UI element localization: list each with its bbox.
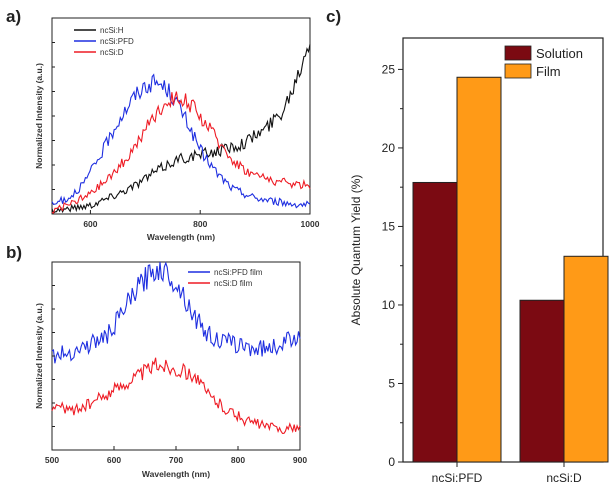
chart-c-ytick-label: 0 [388, 455, 395, 469]
chart-a-ylabel: Normalized Intensity (a.u.) [34, 63, 44, 169]
chart-c-ytick-label: 5 [388, 376, 395, 390]
panel-label-c: c) [326, 7, 341, 26]
chart-b-xticks: 500 600 700 800 900 [45, 285, 307, 465]
chart-c-legend: Solution Film [504, 45, 583, 79]
chart-c-ytick-label: 25 [382, 62, 396, 76]
chart-b-series-line-2 [51, 357, 301, 434]
chart-c-legend-label: Film [536, 64, 561, 79]
chart-c-ytick-label: 10 [382, 298, 396, 312]
chart-b-xlabel: Wavelength (nm) [142, 469, 210, 479]
chart-b-series [51, 261, 301, 434]
chart-b-legend-label: ncSi:D film [214, 279, 253, 288]
chart-b-xtick-label: 800 [231, 455, 245, 465]
chart-a-legend-label: ncSi:PFD [100, 37, 134, 46]
chart-b-xtick-label: 700 [169, 455, 183, 465]
chart-b-series-line-1 [51, 261, 301, 364]
chart-c-ytick-label: 20 [382, 141, 396, 155]
chart-a-series-line-3 [51, 91, 311, 214]
chart-c-frame [402, 37, 604, 463]
chart-b-xtick-label: 500 [45, 455, 59, 465]
chart-a-series-line-1 [51, 44, 311, 215]
chart-c-yticks: 0 5 10 15 20 25 [382, 62, 403, 469]
chart-a: 600 800 1000 Wavelength (nm) Normalized In… [34, 17, 320, 242]
chart-c-bars [412, 76, 609, 463]
chart-b-legend-label: ncSi:PFD film [214, 268, 263, 277]
chart-c-ylabel: Absolute Quantum Yield (%) [349, 175, 363, 326]
bar-film-1 [456, 76, 502, 463]
chart-a-series-line-2 [51, 73, 311, 209]
chart-a-xtick-label: 600 [83, 219, 97, 229]
chart-c-legend-swatch [504, 63, 532, 79]
chart-c: 0 5 10 15 20 25 ncSi:PFD ncSi:D Absolute Quant… [349, 37, 609, 485]
chart-a-legend-label: ncSi:D [100, 48, 124, 57]
chart-b-ylabel: Normalized Intensity (a.u.) [34, 303, 44, 409]
chart-c-xtick-label: ncSi:PFD [432, 471, 483, 485]
chart-a-xtick-label: 1000 [301, 219, 320, 229]
chart-a-xticks: 600 800 1000 [52, 42, 320, 229]
bar-film-2 [563, 255, 609, 463]
chart-b: 500 600 700 800 900 Wavelength (nm) Normaliz… [34, 261, 307, 479]
chart-c-ytick-label: 15 [382, 219, 396, 233]
chart-c-xtick-label: ncSi:D [546, 471, 582, 485]
chart-a-frame [51, 17, 311, 215]
bar-solution-2 [519, 299, 565, 463]
chart-b-xtick-label: 600 [107, 455, 121, 465]
panel-label-a: a) [6, 7, 21, 26]
chart-c-legend-swatch [504, 45, 532, 61]
chart-c-legend-label: Solution [536, 46, 583, 61]
chart-b-xtick-label: 900 [293, 455, 307, 465]
chart-c-xticks: ncSi:PFD ncSi:D [432, 462, 582, 485]
chart-b-legend: ncSi:PFD film ncSi:D film [188, 268, 263, 288]
chart-a-legend: ncSi:H ncSi:PFD ncSi:D [74, 26, 134, 57]
panel-label-b: b) [6, 243, 22, 262]
chart-a-series [51, 44, 311, 215]
bar-solution-1 [412, 181, 458, 463]
chart-a-legend-label: ncSi:H [100, 26, 124, 35]
chart-a-xtick-label: 800 [193, 219, 207, 229]
chart-a-xlabel: Wavelength (nm) [147, 232, 215, 242]
